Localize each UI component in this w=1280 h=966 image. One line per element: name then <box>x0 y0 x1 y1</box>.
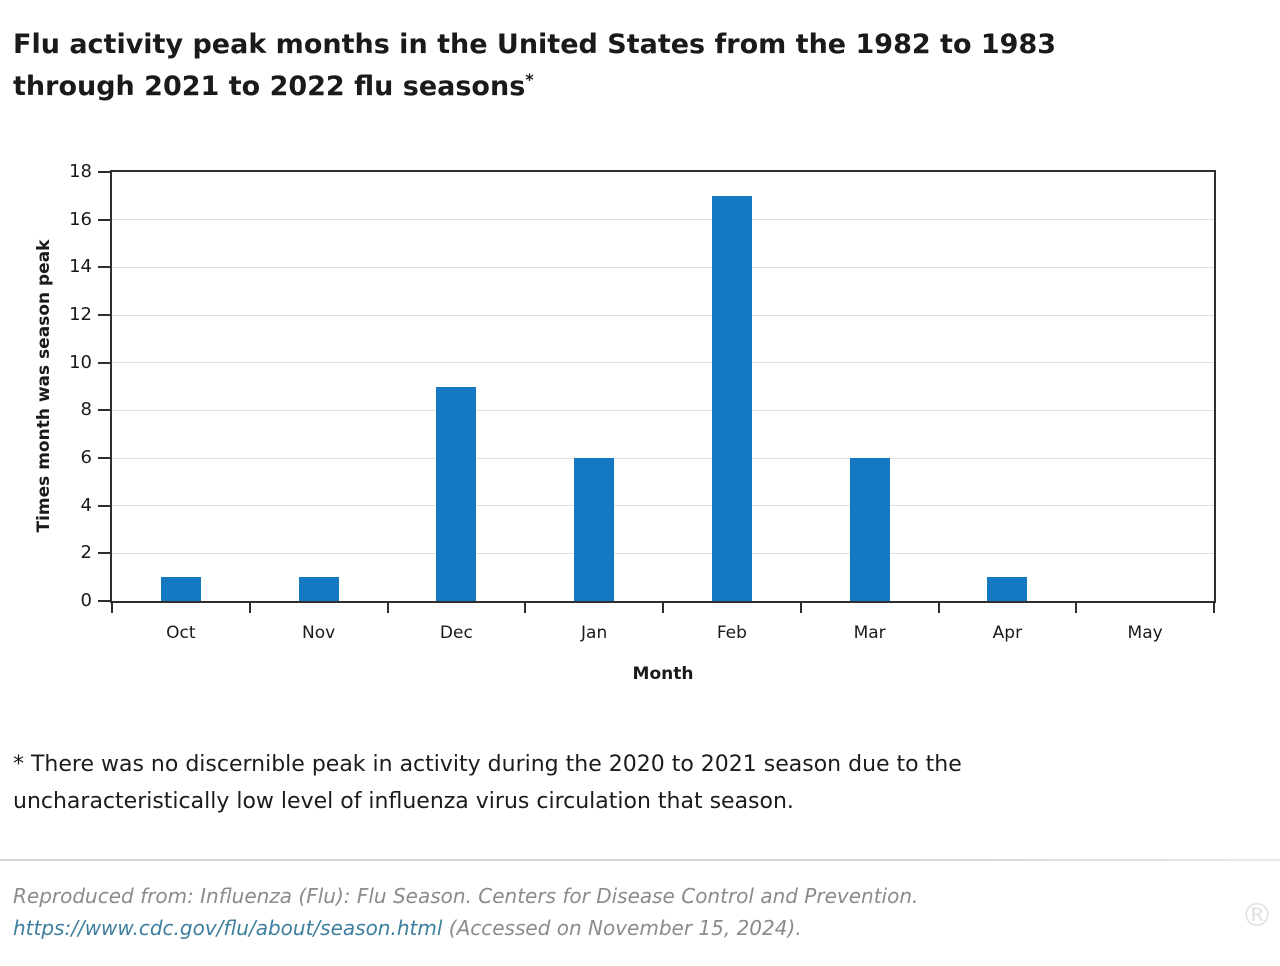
x-tick-4 <box>662 601 664 613</box>
chart-title: Flu activity peak months in the United S… <box>13 24 1056 108</box>
y-tick-10 <box>98 361 110 364</box>
y-tick-label-8: 8 <box>80 399 92 421</box>
x-tick-7 <box>1075 601 1078 613</box>
gridline-6 <box>112 457 1214 459</box>
x-tick-8 <box>1213 601 1215 613</box>
x-tick-1 <box>248 601 251 613</box>
x-tick-label-mar: Mar <box>853 623 886 643</box>
x-tick-2 <box>386 601 389 613</box>
y-tick-2 <box>98 552 110 555</box>
chart-title-line2: through 2021 to 2022 flu seasons* <box>13 70 534 102</box>
y-tick-label-14: 14 <box>69 256 92 278</box>
y-axis-title: Times month was season peak <box>34 239 54 533</box>
x-tick-label-nov: Nov <box>302 623 336 643</box>
bar-mar <box>849 458 890 601</box>
plot-area <box>110 170 1216 603</box>
bar-oct <box>160 577 201 601</box>
chart-title-line1: Flu activity peak months in the United S… <box>13 29 1057 60</box>
x-tick-5 <box>799 601 802 613</box>
source-accessed-text: (Accessed on November 15, 2024). <box>442 916 802 940</box>
y-tick-4 <box>98 504 110 507</box>
y-tick-label-6: 6 <box>80 447 92 468</box>
y-tick-label-16: 16 <box>69 208 92 230</box>
x-tick-6 <box>937 601 940 613</box>
y-tick-6 <box>98 457 110 459</box>
x-tick-label-feb: Feb <box>716 623 747 643</box>
source-line: https://www.cdc.gov/flu/about/season.htm… <box>13 916 802 940</box>
y-tick-14 <box>98 266 110 269</box>
x-tick-label-oct: Oct <box>166 623 196 643</box>
footnote-asterisk: * <box>525 70 534 89</box>
x-axis-title: Month <box>632 664 694 684</box>
y-tick-label-4: 4 <box>80 494 92 516</box>
gridline-16 <box>112 219 1214 221</box>
x-tick-label-apr: Apr <box>992 623 1023 643</box>
x-tick-label-jan: Jan <box>581 623 608 643</box>
gridline-14 <box>112 266 1214 268</box>
x-tick-3 <box>524 601 527 613</box>
y-tick-18 <box>98 171 110 173</box>
gridline-8 <box>112 409 1214 411</box>
y-tick-0 <box>98 600 110 602</box>
bar-dec <box>436 386 477 601</box>
gridline-2 <box>112 552 1214 554</box>
source-attribution: Reproduced from: Influenza (Flu): Flu Se… <box>13 884 919 908</box>
divider-line <box>0 859 1280 861</box>
gridline-4 <box>112 505 1214 507</box>
gridline-10 <box>112 362 1214 364</box>
y-tick-label-12: 12 <box>69 304 92 325</box>
bar-nov <box>298 577 339 601</box>
y-tick-8 <box>98 409 110 412</box>
y-tick-label-18: 18 <box>69 161 92 182</box>
footnote-text: * There was no discernible peak in activ… <box>13 752 962 814</box>
gridline-12 <box>112 314 1214 316</box>
x-tick-label-may: May <box>1127 623 1163 643</box>
bar-jan <box>574 458 615 601</box>
x-tick-0 <box>111 601 113 613</box>
y-tick-label-2: 2 <box>80 542 92 564</box>
bar-feb <box>711 195 752 601</box>
y-tick-16 <box>98 218 110 221</box>
x-tick-label-dec: Dec <box>439 623 473 643</box>
source-url-link[interactable]: https://www.cdc.gov/flu/about/season.htm… <box>13 916 443 940</box>
registered-mark-watermark: ® <box>1241 896 1273 934</box>
y-tick-label-0: 0 <box>80 590 92 611</box>
y-tick-label-10: 10 <box>69 351 92 373</box>
bar-apr <box>987 577 1028 601</box>
y-tick-12 <box>98 314 110 316</box>
